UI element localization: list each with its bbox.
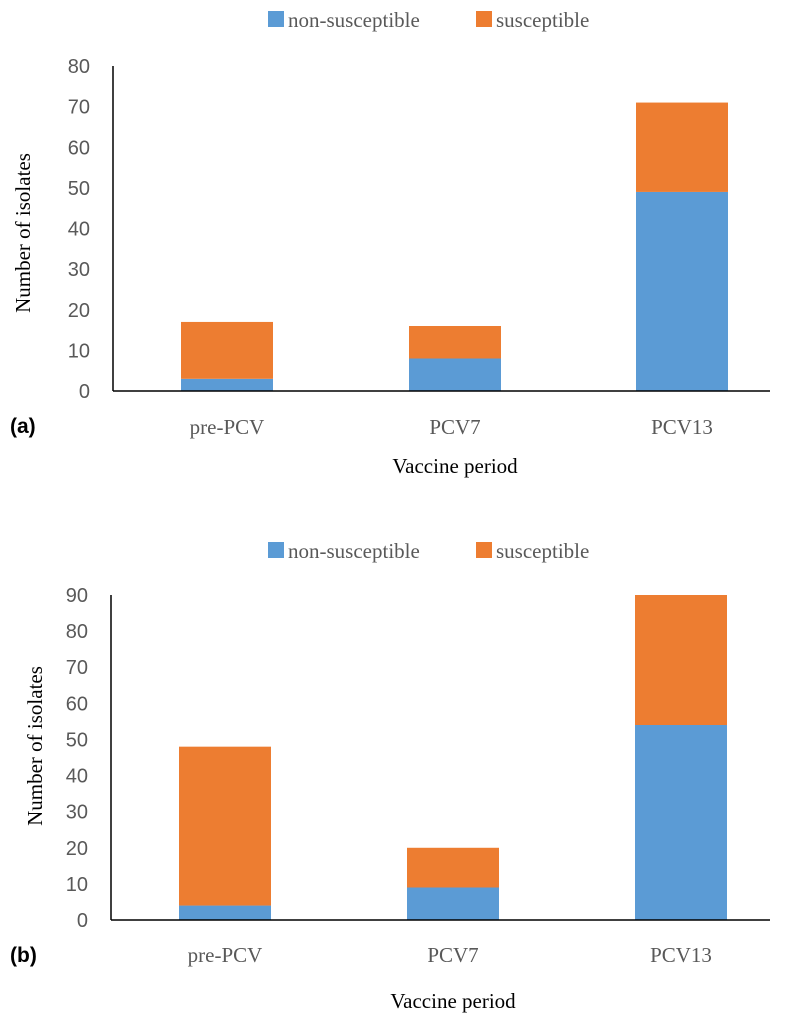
y-tick-label: 0 [77,910,88,932]
x-tick-label: pre-PCV [188,943,263,967]
legend: non-susceptible susceptible [268,8,589,32]
bars [179,595,727,920]
bars [181,102,728,391]
y-tick-label: 40 [68,219,90,241]
y-tick-label: 0 [79,381,90,403]
x-tick-label: pre-PCV [190,415,265,439]
y-tick-label: 70 [66,657,88,679]
legend-swatch-susceptible [476,542,492,558]
bar-susceptible-pcv13 [635,595,727,725]
legend-label-non-susceptible: non-susceptible [288,8,420,32]
legend-swatch-non-susceptible [268,11,284,27]
y-tick-label: 90 [66,585,88,607]
bar-susceptible-pre-pcv [181,321,273,379]
panel-label: (a) [10,415,36,438]
y-tick-label: 20 [66,838,88,860]
legend-swatch-non-susceptible [268,542,284,558]
legend-label-non-susceptible: non-susceptible [288,539,420,563]
legend-label-susceptible: susceptible [496,8,589,32]
x-axis-title: Vaccine period [390,989,516,1013]
bar-non-susceptible-pre-pcv [181,378,273,391]
x-tick-label: PCV7 [429,415,480,439]
bar-susceptible-pre-pcv [179,746,271,906]
legend: non-susceptible susceptible [268,539,589,563]
bar-non-susceptible-pcv13 [636,191,728,391]
y-tick-label: 20 [68,300,90,322]
x-tick-label: PCV13 [650,943,712,967]
chart-panel-a: non-susceptible susceptible 0 10 20 30 40 50 6… [10,8,770,478]
y-axis-title: Number of isolates [11,153,35,313]
y-tick-label: 10 [68,340,90,362]
x-tick-labels: pre-PCV PCV7 PCV13 [190,415,713,439]
panel-label: (b) [10,944,37,967]
x-tick-label: PCV13 [651,415,713,439]
y-tick-labels: 0 10 20 30 40 50 60 70 80 90 [66,585,88,932]
bar-non-susceptible-pcv13 [635,725,727,920]
bar-susceptible-pcv7 [407,847,499,888]
y-tick-label: 60 [68,137,90,159]
y-tick-label: 50 [66,729,88,751]
x-tick-labels: pre-PCV PCV7 PCV13 [188,943,712,967]
y-tick-label: 50 [68,178,90,200]
y-axis-title: Number of isolates [23,666,47,826]
y-tick-label: 30 [68,259,90,281]
legend-swatch-susceptible [476,11,492,27]
y-tick-label: 40 [66,766,88,788]
y-tick-label: 10 [66,874,88,896]
bar-susceptible-pcv13 [636,102,728,192]
chart-panel-b: non-susceptible susceptible 0 10 20 30 40 50 6… [10,539,770,1013]
y-tick-label: 60 [66,693,88,715]
bar-non-susceptible-pcv7 [407,887,499,920]
y-tick-labels: 0 10 20 30 40 50 60 70 80 [68,56,90,403]
legend-label-susceptible: susceptible [496,539,589,563]
y-tick-label: 80 [66,621,88,643]
y-tick-label: 30 [66,802,88,824]
bar-non-susceptible-pcv7 [409,358,501,391]
x-tick-label: PCV7 [427,943,478,967]
bar-susceptible-pcv7 [409,326,501,359]
x-axis-title: Vaccine period [392,454,518,478]
y-tick-label: 80 [68,56,90,78]
y-tick-label: 70 [68,97,90,119]
bar-non-susceptible-pre-pcv [179,905,271,920]
